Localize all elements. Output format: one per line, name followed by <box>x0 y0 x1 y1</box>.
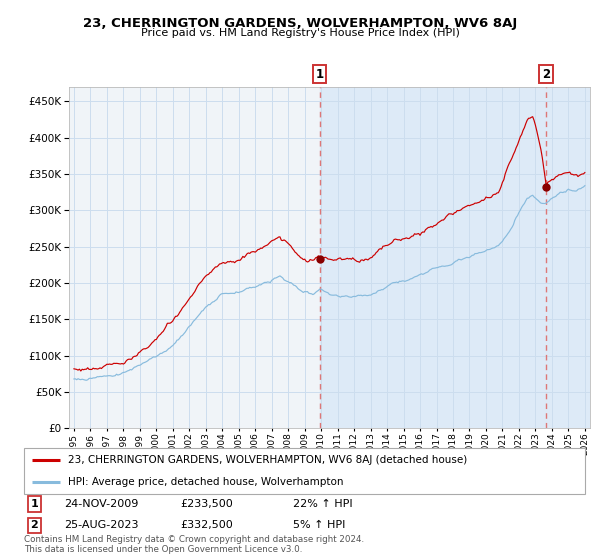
Text: 2: 2 <box>31 520 38 530</box>
Text: 23, CHERRINGTON GARDENS, WOLVERHAMPTON, WV6 8AJ: 23, CHERRINGTON GARDENS, WOLVERHAMPTON, … <box>83 17 517 30</box>
Text: 23, CHERRINGTON GARDENS, WOLVERHAMPTON, WV6 8AJ (detached house): 23, CHERRINGTON GARDENS, WOLVERHAMPTON, … <box>68 455 467 465</box>
Text: 24-NOV-2009: 24-NOV-2009 <box>64 499 139 509</box>
Text: Contains HM Land Registry data © Crown copyright and database right 2024.
This d: Contains HM Land Registry data © Crown c… <box>24 535 364 554</box>
Text: £233,500: £233,500 <box>180 499 233 509</box>
Bar <box>320 87 600 428</box>
Text: 25-AUG-2023: 25-AUG-2023 <box>64 520 139 530</box>
Text: Price paid vs. HM Land Registry's House Price Index (HPI): Price paid vs. HM Land Registry's House … <box>140 28 460 38</box>
Text: £332,500: £332,500 <box>180 520 233 530</box>
Text: 5% ↑ HPI: 5% ↑ HPI <box>293 520 345 530</box>
Text: 1: 1 <box>316 68 323 81</box>
Text: 22% ↑ HPI: 22% ↑ HPI <box>293 499 352 509</box>
Text: 1: 1 <box>31 499 38 509</box>
Text: 2: 2 <box>542 68 550 81</box>
FancyBboxPatch shape <box>24 448 585 494</box>
Text: HPI: Average price, detached house, Wolverhampton: HPI: Average price, detached house, Wolv… <box>68 477 343 487</box>
